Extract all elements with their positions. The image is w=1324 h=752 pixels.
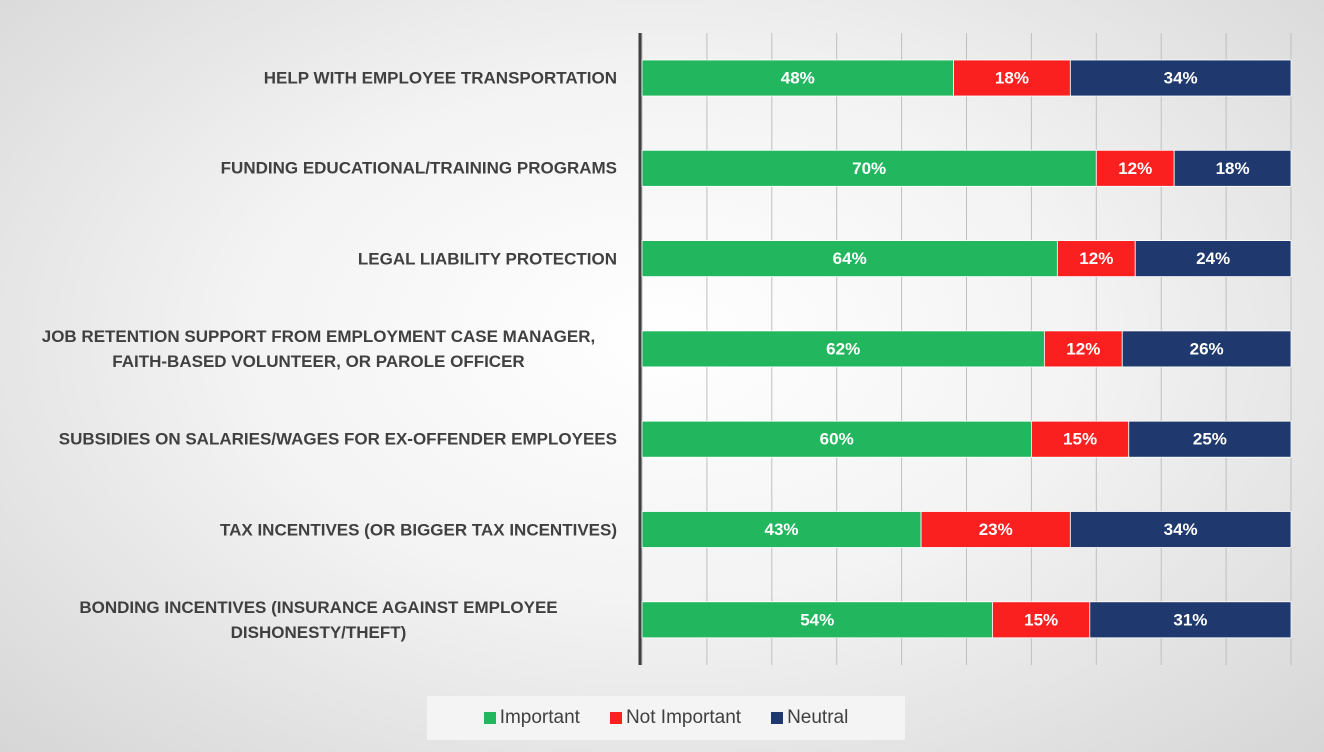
bar-segment xyxy=(641,59,954,97)
data-label: 60% xyxy=(820,430,854,449)
legend-item: Not Important xyxy=(609,707,742,729)
bar-segment xyxy=(992,601,1091,639)
bar-segment xyxy=(1069,59,1292,97)
category-label: HELP WITH EMPLOYEE TRANSPORTATION xyxy=(263,68,617,88)
data-label: 15% xyxy=(1063,430,1097,449)
category-label: FUNDING EDUCATIONAL/TRAINING PROGRAMS xyxy=(220,158,617,178)
bar-segment xyxy=(1121,330,1292,368)
bar-segment xyxy=(1173,149,1292,187)
category-label-box: SUBSIDIES ON SALARIES/WAGES FOR EX-OFFEN… xyxy=(20,427,617,452)
data-label: 15% xyxy=(1024,610,1058,629)
data-label: 23% xyxy=(979,520,1013,539)
bar-segment xyxy=(1089,601,1292,639)
bar-segment xyxy=(953,59,1071,97)
bar-segment xyxy=(1128,420,1292,458)
legend-item: Neutral xyxy=(771,707,848,729)
legend-label: Important xyxy=(499,707,580,728)
data-label: 43% xyxy=(765,520,799,539)
data-label: 48% xyxy=(781,68,815,87)
data-label: 54% xyxy=(800,610,834,629)
legend-label: Not Important xyxy=(625,707,742,728)
bar-segment xyxy=(1095,149,1175,187)
legend-item: Important xyxy=(483,707,580,729)
data-label: 25% xyxy=(1193,430,1227,449)
data-label: 18% xyxy=(1216,159,1250,178)
legend-swatch xyxy=(771,712,784,724)
data-label: 64% xyxy=(833,249,867,268)
data-label: 24% xyxy=(1196,249,1230,268)
data-label: 18% xyxy=(995,68,1029,87)
category-label: TAX INCENTIVES (OR BIGGER TAX INCENTIVES… xyxy=(219,520,617,539)
data-label: 12% xyxy=(1066,339,1100,358)
data-label: 70% xyxy=(852,159,886,178)
category-label-box: HELP WITH EMPLOYEE TRANSPORTATION xyxy=(20,66,617,91)
category-label-box: BONDING INCENTIVES (INSURANCE AGAINST EM… xyxy=(20,595,617,645)
bar-segment xyxy=(641,420,1032,458)
data-label: 34% xyxy=(1164,68,1198,87)
category-label-box: LEGAL LIABILITY PROTECTION xyxy=(20,246,617,271)
category-label-box: FUNDING EDUCATIONAL/TRAINING PROGRAMS xyxy=(20,156,617,181)
legend-swatch xyxy=(483,712,496,724)
bar-segment xyxy=(641,149,1097,187)
data-label: 12% xyxy=(1118,159,1152,178)
legend-swatch xyxy=(609,712,622,724)
data-label: 31% xyxy=(1173,610,1207,629)
category-label: SUBSIDIES ON SALARIES/WAGES FOR EX-OFFEN… xyxy=(58,429,617,449)
legend-label: Neutral xyxy=(787,707,849,728)
bar-segment xyxy=(1069,511,1292,548)
data-label: 12% xyxy=(1079,249,1113,268)
bar-segment xyxy=(1031,420,1130,458)
data-label: 62% xyxy=(826,339,860,358)
data-label: 34% xyxy=(1164,520,1198,539)
category-label-box: JOB RETENTION SUPPORT FROM EMPLOYMENT CA… xyxy=(20,324,617,374)
bar-segment xyxy=(1056,240,1136,278)
category-label: BONDING INCENTIVES (INSURANCE AGAINST EM… xyxy=(79,597,558,642)
bar-segment xyxy=(920,511,1071,548)
bar-segment xyxy=(1134,240,1292,278)
legend: Important Not Important Neutral xyxy=(427,696,905,740)
data-label: 26% xyxy=(1190,339,1224,358)
bar-segment xyxy=(641,330,1045,368)
category-label: JOB RETENTION SUPPORT FROM EMPLOYMENT CA… xyxy=(41,326,596,371)
category-label: LEGAL LIABILITY PROTECTION xyxy=(357,249,617,269)
category-label-box: TAX INCENTIVES (OR BIGGER TAX INCENTIVES… xyxy=(20,517,617,542)
